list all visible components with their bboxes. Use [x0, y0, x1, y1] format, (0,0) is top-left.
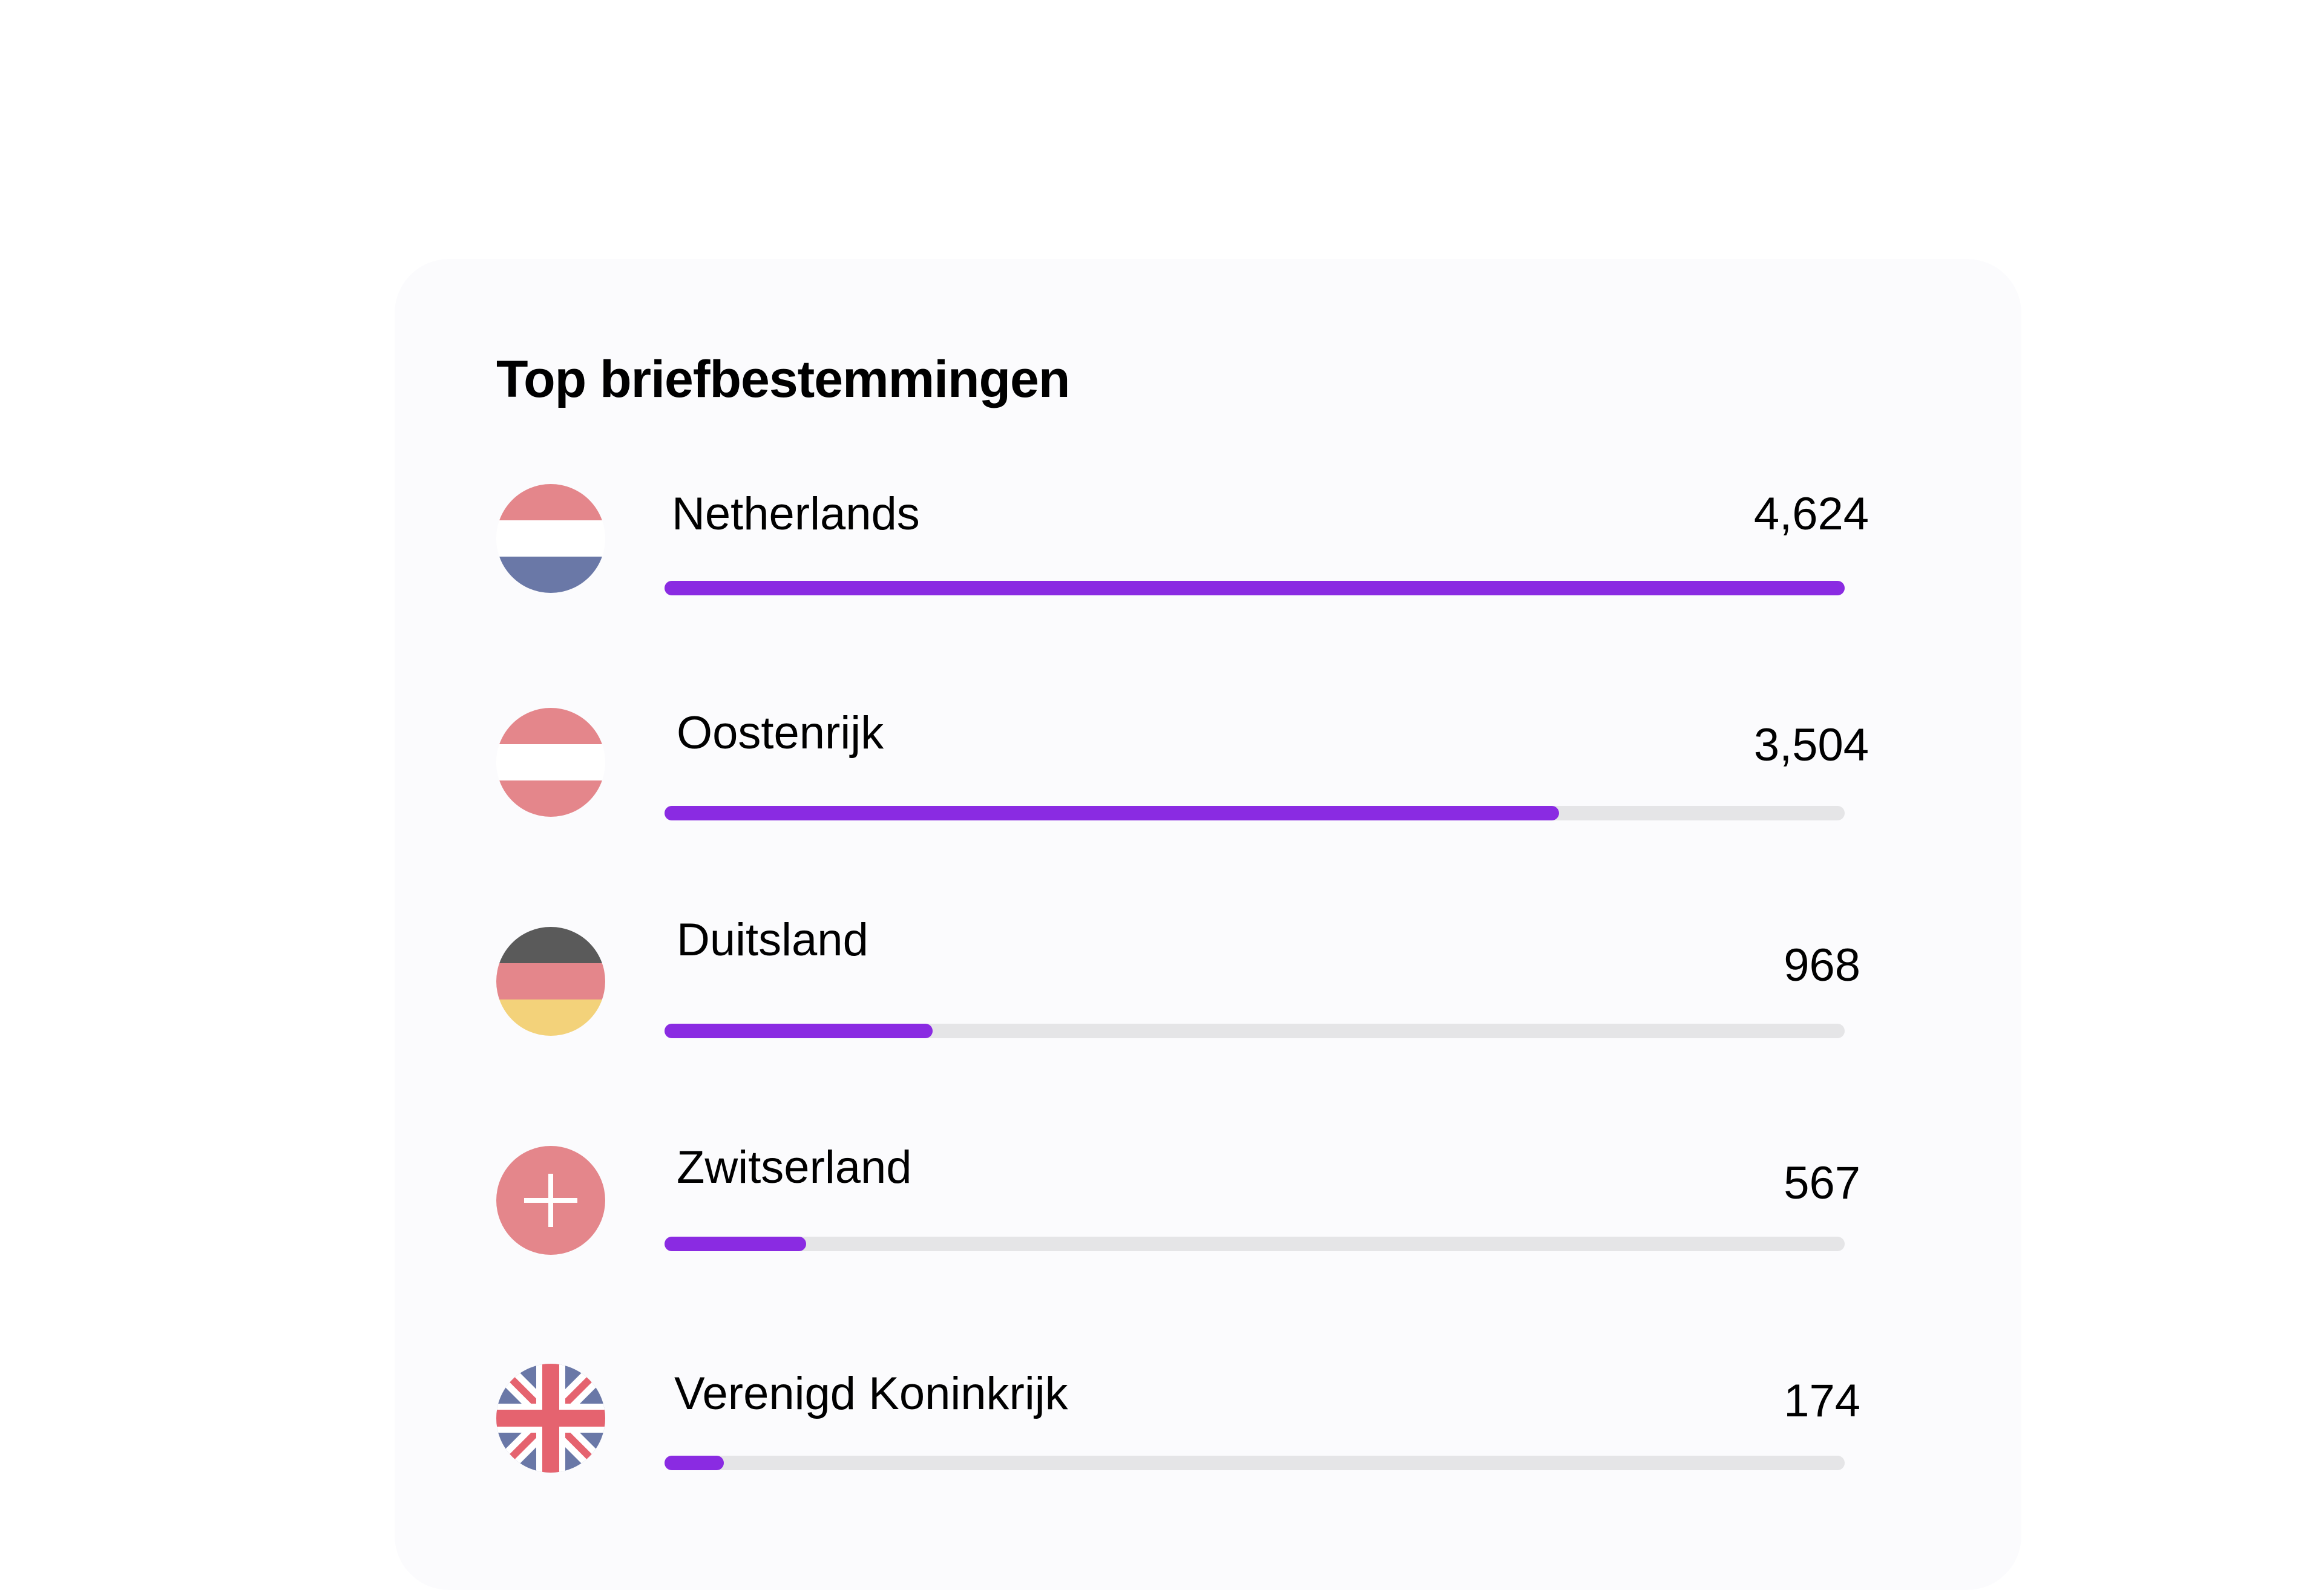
progress-fill — [665, 1024, 933, 1038]
destination-name: Oostenrijk — [677, 707, 884, 759]
destination-name: Duitsland — [677, 914, 868, 966]
destinations-card — [395, 259, 2021, 1590]
progress-track — [665, 1456, 1845, 1470]
progress-fill — [665, 1237, 806, 1251]
progress-track — [665, 1024, 1845, 1038]
card-title: Top briefbestemmingen — [496, 350, 1070, 408]
destination-count: 4,624 — [1753, 488, 1869, 540]
progress-fill — [665, 806, 1559, 820]
destination-name: Netherlands — [672, 488, 920, 540]
netherlands-flag-icon — [496, 484, 605, 593]
destination-count: 3,504 — [1753, 719, 1869, 771]
progress-track — [665, 581, 1845, 595]
destination-count: 174 — [1784, 1375, 1860, 1427]
destination-count: 968 — [1784, 940, 1860, 991]
austria-flag-icon — [496, 708, 605, 817]
progress-track — [665, 1237, 1845, 1251]
progress-fill — [665, 1456, 724, 1470]
destination-name: Zwitserland — [677, 1142, 912, 1193]
germany-flag-icon — [496, 927, 605, 1036]
destination-count: 567 — [1784, 1157, 1860, 1209]
progress-track — [665, 806, 1845, 820]
switzerland-flag-icon — [496, 1146, 605, 1255]
destination-name: Verenigd Koninkrijk — [674, 1368, 1068, 1419]
progress-fill — [665, 581, 1845, 595]
united-kingdom-flag-icon — [496, 1364, 605, 1473]
